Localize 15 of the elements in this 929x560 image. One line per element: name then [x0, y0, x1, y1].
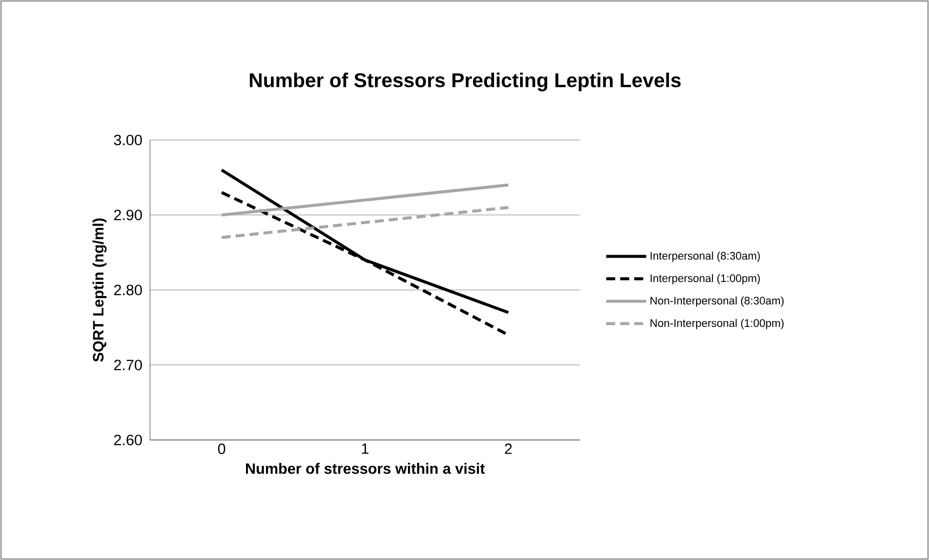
x-tick-label: 0 — [218, 444, 226, 454]
chart-title: Number of Stressors Predicting Leptin Levels — [250, 72, 681, 92]
legend-label: Interpersonal (8:30am) — [650, 252, 760, 262]
legend-label: Non-Interpersonal (8:30am) — [650, 296, 784, 307]
legend-label: Interpersonal (1:00pm) — [650, 274, 760, 284]
y-axis-title: SQRT Leptin (ng/ml) — [92, 218, 107, 362]
legend-label: Non-Interpersonal (1:00pm) — [650, 318, 784, 330]
x-tick-label: 2 — [504, 444, 512, 454]
x-tick-label: 1 — [362, 444, 368, 454]
y-tick-label: 2.80 — [114, 284, 142, 296]
y-tick-label: 2.60 — [114, 434, 142, 446]
y-tick-label: 3.00 — [114, 134, 142, 146]
y-tick-label: 2.70 — [114, 360, 142, 370]
x-axis-title: Number of stressors within a visit — [246, 462, 485, 474]
y-tick-label: 2.90 — [114, 210, 142, 220]
